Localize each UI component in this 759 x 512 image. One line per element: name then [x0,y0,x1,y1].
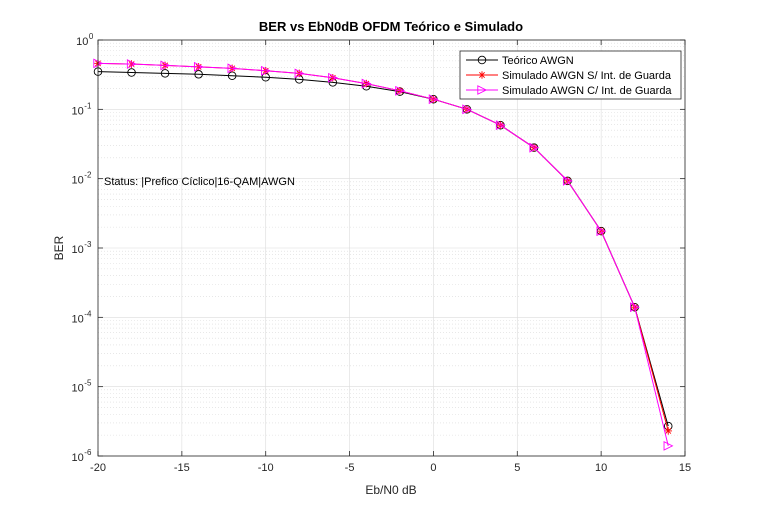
x-tick-label: -15 [174,462,190,474]
data-point [361,78,372,89]
data-point [529,142,540,153]
data-point [160,69,170,78]
x-tick-label: -10 [258,462,274,474]
minor-grid [98,42,685,436]
y-tick-label-exponent: -1 [84,101,92,110]
data-point [428,94,439,105]
data-point [495,120,506,131]
x-tick-label: 0 [430,462,436,474]
x-tick-label: 15 [679,462,691,474]
x-tick-label: 10 [595,462,607,474]
data-point [477,85,488,95]
x-tick-label: -20 [90,462,106,474]
y-tick-label-exponent: -5 [84,379,92,388]
series-line [97,62,669,446]
data-point [193,61,204,72]
legend-label: Simulado AWGN S/ Int. de Guarda [502,70,672,82]
legend-entry: Simulado AWGN C/ Int. de Guarda [466,85,672,97]
data-point [395,85,406,96]
data-point [227,63,238,74]
y-tick-label-exponent: -2 [84,171,92,180]
data-point [127,68,136,77]
data-point [562,175,573,186]
x-axis-ticks: -20 -15 -10 -5 0 5 10 15 [90,40,691,474]
y-tick-label-base: 10 [72,313,84,325]
y-tick-label-base: 10 [72,175,84,187]
data-point [663,440,674,451]
data-point [664,427,673,435]
data-point [126,59,137,69]
legend-items: Teórico AWGN Simulado AWGN S/ Int. de Gua… [466,55,672,97]
data-point [477,55,487,65]
y-tick-label-exponent: -6 [84,448,92,457]
y-tick-label-base: 10 [76,36,88,48]
y-tick-label-exponent: -3 [84,240,92,249]
series-layer [93,58,674,451]
y-tick-label-base: 10 [72,244,84,256]
y-tick-label-base: 10 [72,452,84,464]
series-3 [93,58,674,451]
x-tick-label: 5 [514,462,520,474]
y-tick-label-base: 10 [72,105,84,117]
legend-label: Teórico AWGN [502,55,574,67]
y-tick-label-exponent: 0 [89,32,94,41]
status-annotation: Status: |Prefico Cíclico|16-QAM|AWGN [104,176,295,188]
legend-entry: Simulado AWGN S/ Int. de Guarda [466,70,672,82]
chart-title: BER vs EbN0dB OFDM Teórico e Simulado [259,19,523,34]
data-point [328,72,339,83]
legend-entry: Teórico AWGN [466,55,574,67]
y-tick-label-exponent: -4 [84,309,92,318]
x-tick-label: -5 [345,462,355,474]
data-point [630,302,640,313]
data-point [462,104,473,115]
y-axis-label: BER [52,235,66,260]
data-point [596,226,607,237]
y-tick-label-base: 10 [72,383,84,395]
data-point [261,65,271,76]
legend[interactable]: Teórico AWGN Simulado AWGN S/ Int. de Gua… [459,50,682,100]
data-point [160,60,171,71]
data-point [478,71,486,79]
data-point [294,68,305,79]
legend-label: Simulado AWGN C/ Int. de Guarda [502,85,672,97]
x-axis-label: Eb/N0 dB [365,483,416,497]
